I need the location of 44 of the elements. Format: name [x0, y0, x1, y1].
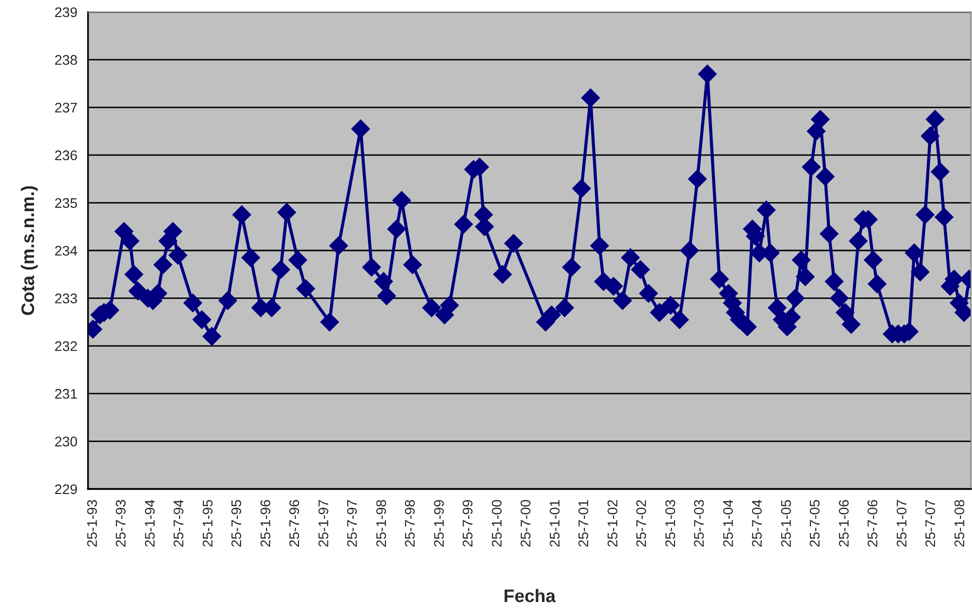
x-tick-label: 25-1-93: [87, 500, 97, 547]
x-tick-label: 25-7-94: [174, 500, 184, 547]
x-tick-label: 25-7-97: [347, 500, 357, 547]
x-tick-label: 25-7-96: [289, 500, 300, 547]
y-tick-label: 229: [55, 484, 77, 494]
y-tick-label: 234: [55, 246, 78, 256]
x-tick-label: 25-1-06: [838, 500, 849, 547]
y-tick-label: 236: [55, 150, 77, 160]
x-tick-label: 25-1-98: [376, 500, 386, 547]
x-tick-label: 25-1-00: [492, 500, 502, 547]
y-axis-title: Cota (m.s.n.m.): [20, 186, 38, 315]
x-tick-label: 25-7-02: [636, 500, 646, 547]
x-tick-label: 25-7-99: [462, 500, 473, 547]
x-tick-label: 25-7-05: [810, 500, 820, 547]
x-tick-label: 25-7-95: [231, 500, 242, 547]
x-tick-label: 25-7-01: [578, 500, 588, 547]
x-tick-label: 25-1-04: [723, 500, 733, 547]
x-tick-label: 25-1-95: [202, 500, 213, 547]
y-tick-label: 232: [55, 341, 77, 352]
x-tick-label: 25-7-03: [694, 500, 704, 547]
x-tick-label: 25-1-03: [665, 500, 676, 547]
x-tick-label: 25-7-07: [925, 500, 936, 547]
x-tick-label: 25-1-05: [781, 500, 791, 547]
x-tick-label: 25-7-98: [404, 500, 415, 547]
x-tick-label: 25-7-06: [868, 500, 878, 547]
x-tick-label: 25-7-93: [116, 500, 126, 547]
y-tick-label: 238: [55, 55, 77, 65]
x-tick-label: 25-1-02: [608, 500, 618, 547]
x-axis-title: Fecha: [504, 588, 556, 602]
x-tick-label: 25-1-01: [550, 500, 560, 547]
x-tick-label: 25-1-99: [434, 500, 444, 547]
y-tick-label: 231: [55, 388, 77, 399]
x-tick-label: 25-7-04: [752, 500, 762, 547]
x-tick-label: 25-7-00: [520, 500, 530, 547]
y-tick-label: 230: [55, 436, 78, 446]
x-tick-label: 25-1-97: [318, 500, 328, 547]
y-tick-label: 235: [55, 198, 78, 208]
x-tick-label: 25-1-08: [954, 500, 964, 547]
x-tick-label: 25-1-07: [896, 500, 907, 547]
y-tick-label: 233: [55, 294, 77, 304]
y-tick-label: 239: [55, 7, 77, 18]
x-tick-label: 25-1-94: [144, 500, 155, 547]
y-tick-label: 237: [55, 102, 77, 113]
x-tick-label: 25-1-96: [260, 500, 270, 547]
